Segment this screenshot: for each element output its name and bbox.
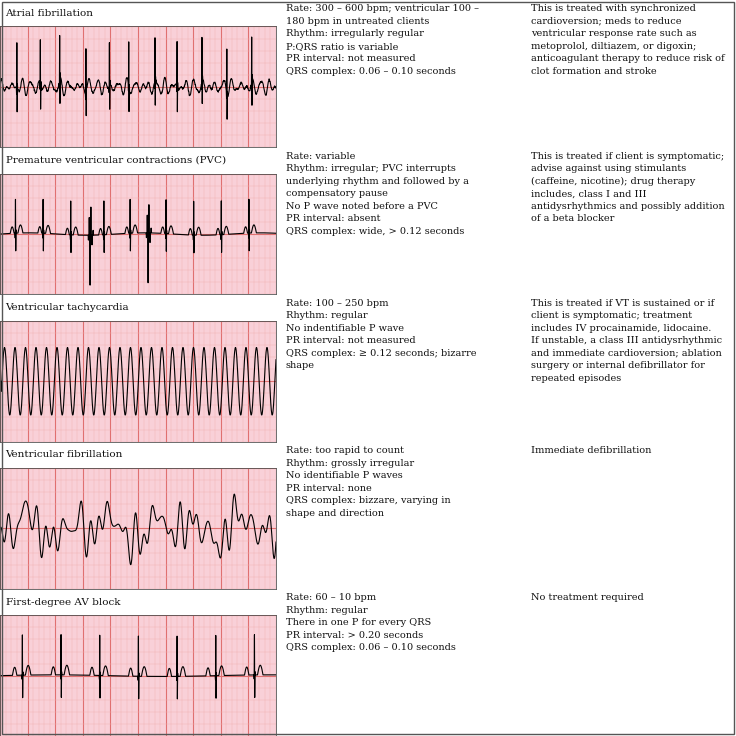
- Text: Rate: 60 – 10 bpm
Rhythm: regular
There in one P for every QRS
PR interval: > 0.: Rate: 60 – 10 bpm Rhythm: regular There …: [286, 593, 456, 652]
- Text: This is treated with synchronized
cardioversion; meds to reduce
ventricular resp: This is treated with synchronized cardio…: [531, 4, 725, 76]
- Text: Immediate defibrillation: Immediate defibrillation: [531, 446, 651, 455]
- Text: Rate: 100 – 250 bpm
Rhythm: regular
No indentifiable P wave
PR interval: not mea: Rate: 100 – 250 bpm Rhythm: regular No i…: [286, 299, 476, 370]
- Text: This is treated if client is symptomatic;
advise against using stimulants
(caffe: This is treated if client is symptomatic…: [531, 152, 725, 223]
- Text: No treatment required: No treatment required: [531, 593, 644, 602]
- Text: Atrial fibrillation: Atrial fibrillation: [6, 9, 93, 18]
- Text: Rate: variable
Rhythm: irregular; PVC interrupts
underlying rhythm and followed : Rate: variable Rhythm: irregular; PVC in…: [286, 152, 469, 236]
- Text: Rate: too rapid to count
Rhythm: grossly irregular
No identifiable P waves
PR in: Rate: too rapid to count Rhythm: grossly…: [286, 446, 450, 517]
- Text: Ventricular fibrillation: Ventricular fibrillation: [6, 450, 123, 459]
- Text: This is treated if VT is sustained or if
client is symptomatic; treatment
includ: This is treated if VT is sustained or if…: [531, 299, 722, 383]
- Text: Rate: 300 – 600 bpm; ventricular 100 –
180 bpm in untreated clients
Rhythm: irre: Rate: 300 – 600 bpm; ventricular 100 – 1…: [286, 4, 479, 76]
- Text: Premature ventricular contractions (PVC): Premature ventricular contractions (PVC): [6, 156, 226, 165]
- Text: Ventricular tachycardia: Ventricular tachycardia: [6, 303, 129, 312]
- Text: First-degree AV block: First-degree AV block: [6, 598, 120, 606]
